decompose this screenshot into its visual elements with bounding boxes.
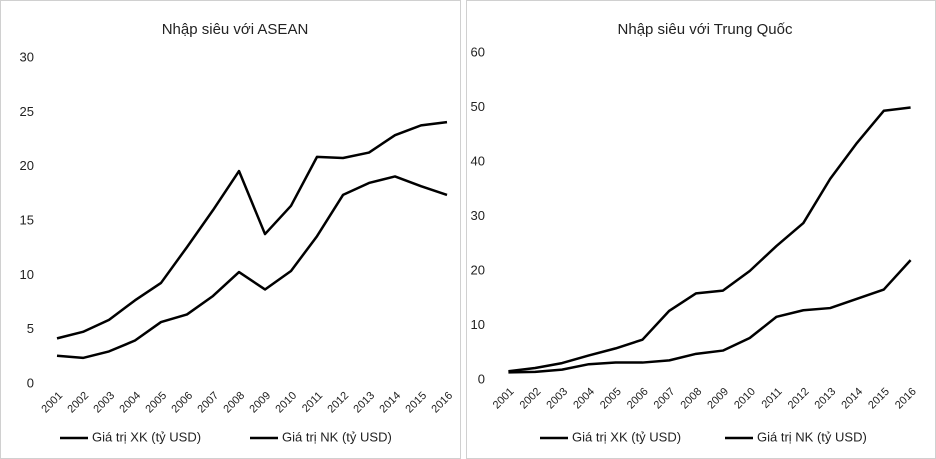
- x-tick-label: 2009: [247, 390, 273, 416]
- y-tick-label: 50: [471, 99, 485, 114]
- chart-title: Nhập siêu với Trung Quốc: [618, 21, 793, 38]
- y-tick-label: 15: [20, 212, 34, 227]
- x-tick-label: 2005: [598, 386, 624, 412]
- x-tick-label: 2016: [893, 386, 919, 412]
- y-tick-label: 30: [20, 49, 34, 64]
- x-tick-label: 2010: [273, 390, 299, 416]
- y-tick-label: 30: [471, 208, 485, 223]
- y-tick-label: 20: [471, 262, 485, 277]
- x-tick-label: 2002: [518, 386, 544, 412]
- x-tick-label: 2007: [195, 390, 221, 416]
- legend-label: Giá trị XK (tỷ USD): [92, 429, 201, 444]
- data-line: [56, 120, 448, 340]
- y-tick-label: 25: [20, 104, 34, 119]
- y-tick-label: 5: [27, 321, 34, 336]
- x-tick-label: 2007: [652, 386, 678, 412]
- x-tick-label: 2001: [39, 390, 65, 416]
- x-tick-label: 2013: [813, 386, 839, 412]
- x-tick-label: 2003: [544, 386, 570, 412]
- x-tick-label: 2014: [377, 390, 403, 416]
- y-tick-label: 60: [471, 44, 485, 59]
- legend-label: Giá trị NK (tỷ USD): [757, 429, 867, 444]
- x-tick-label: 2016: [429, 390, 455, 416]
- x-tick-label: 2015: [403, 390, 429, 416]
- x-tick-label: 2006: [169, 390, 195, 416]
- data-line: [508, 259, 912, 374]
- panel-border: [0, 0, 461, 459]
- x-tick-label: 2009: [705, 386, 731, 412]
- x-tick-label: 2012: [786, 386, 812, 412]
- x-tick-label: 2006: [625, 386, 651, 412]
- x-tick-label: 2011: [759, 386, 784, 411]
- x-tick-label: 2004: [117, 390, 143, 416]
- y-tick-label: 40: [471, 153, 485, 168]
- legend-label: Giá trị NK (tỷ USD): [282, 429, 392, 444]
- y-tick-label: 10: [20, 267, 34, 282]
- x-tick-label: 2002: [65, 390, 91, 416]
- x-tick-label: 2005: [143, 390, 169, 416]
- y-tick-label: 0: [478, 371, 485, 386]
- data-line: [56, 175, 448, 360]
- x-tick-label: 2011: [300, 390, 325, 415]
- data-line: [508, 106, 911, 373]
- y-tick-label: 20: [20, 158, 34, 173]
- y-tick-label: 0: [27, 375, 34, 390]
- x-tick-label: 2008: [221, 390, 247, 416]
- x-tick-label: 2013: [351, 390, 377, 416]
- x-tick-label: 2003: [91, 390, 117, 416]
- x-tick-label: 2014: [839, 386, 865, 412]
- y-tick-label: 10: [471, 317, 485, 332]
- x-tick-label: 2001: [491, 386, 517, 412]
- x-tick-label: 2015: [866, 386, 892, 412]
- x-tick-label: 2010: [732, 386, 758, 412]
- x-tick-label: 2012: [325, 390, 351, 416]
- x-tick-label: 2004: [571, 386, 597, 412]
- chart-title: Nhập siêu với ASEAN: [162, 21, 309, 38]
- x-tick-label: 2008: [678, 386, 704, 412]
- legend-label: Giá trị XK (tỷ USD): [572, 429, 681, 444]
